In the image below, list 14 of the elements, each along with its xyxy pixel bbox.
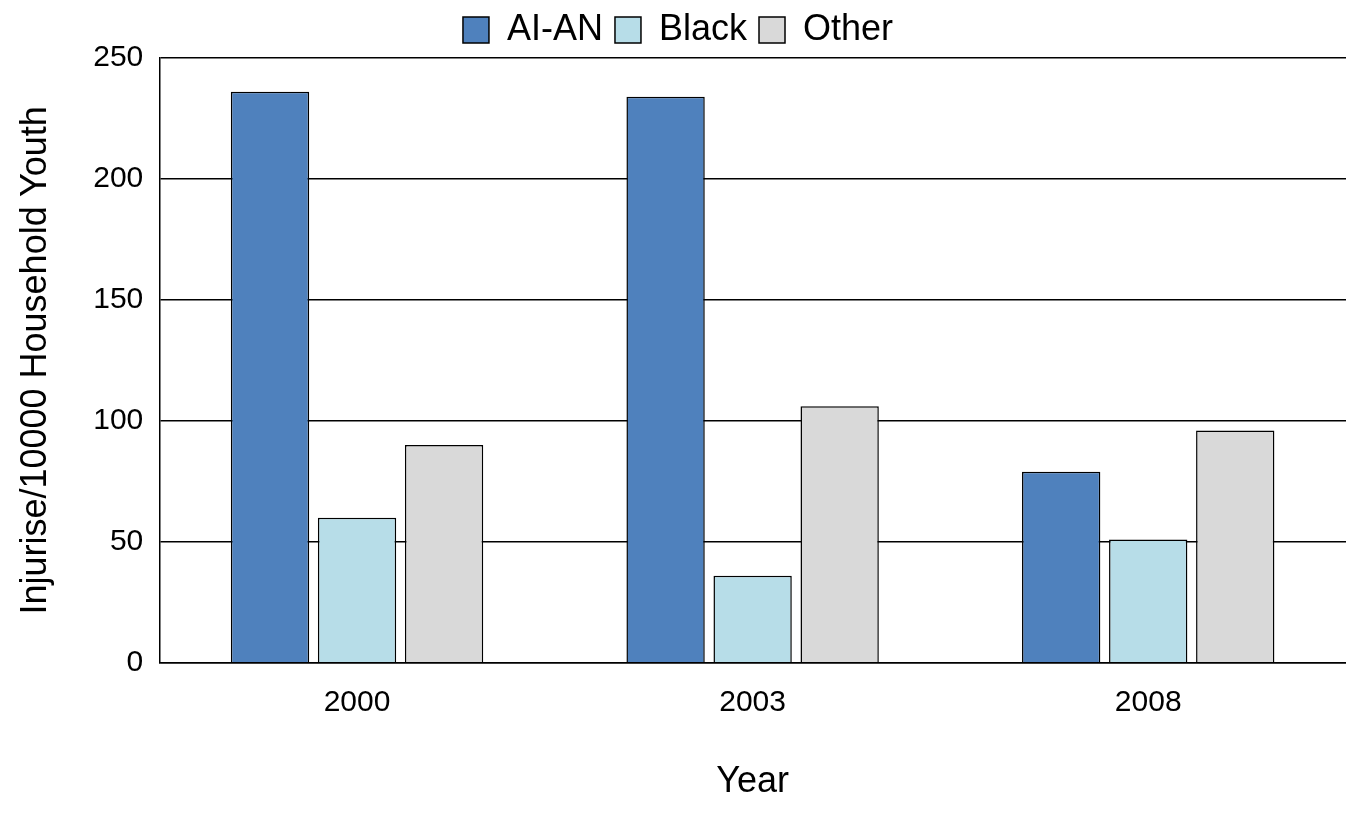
legend-label: Other (803, 6, 894, 48)
y-tick-label: 250 (93, 39, 144, 73)
y-tick-label: 100 (93, 402, 144, 436)
y-tick-label: 200 (93, 160, 144, 194)
y-tick-label: 0 (126, 644, 144, 678)
x-tick-label: 2003 (719, 684, 786, 718)
legend-label: AI-AN (506, 6, 603, 48)
y-tick-label: 150 (93, 281, 144, 315)
y-tick-label: 50 (109, 523, 144, 557)
x-axis-title: Year (716, 759, 789, 801)
x-tick-label: 2000 (323, 684, 391, 718)
y-axis-title: Injurise/10000 Household Youth (12, 106, 54, 615)
x-tick-label: 2008 (1114, 684, 1182, 718)
legend-label: Black (658, 6, 748, 48)
